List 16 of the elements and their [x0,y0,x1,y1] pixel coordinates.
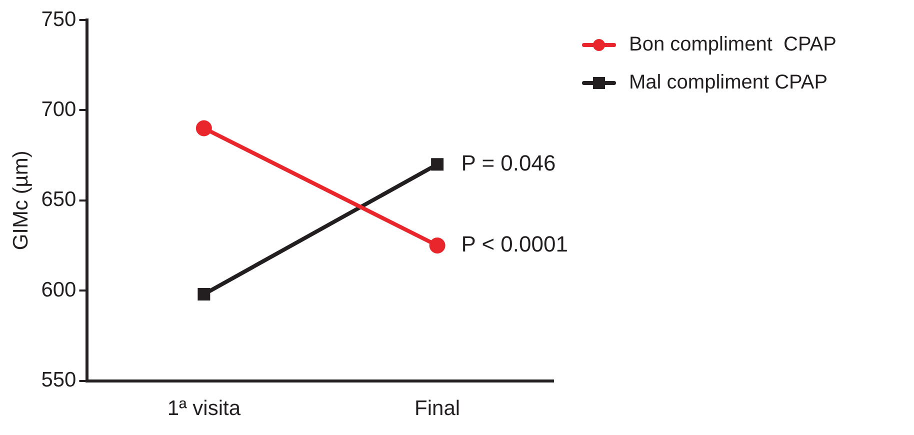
y-tick-label: 550 [41,368,76,392]
legend-label: Bon compliment CPAP [629,34,836,56]
point [198,288,210,300]
annotation: P = 0.046 [461,150,556,176]
y-tick-label: 650 [41,188,76,212]
point [431,158,444,171]
y-axis-title: GIMc (µm) [9,150,32,250]
point [196,120,212,136]
point [429,238,446,254]
y-tick-label: 600 [41,278,76,302]
y-tick-label: 700 [41,98,76,121]
annotation: P < 0.0001 [461,232,568,257]
x-tick-label: Final [414,397,460,420]
y-tick-label: 750 [41,8,76,31]
x-tick-label: 1ª visita [167,397,241,420]
legend-label: Mal compliment CPAP [629,72,828,94]
